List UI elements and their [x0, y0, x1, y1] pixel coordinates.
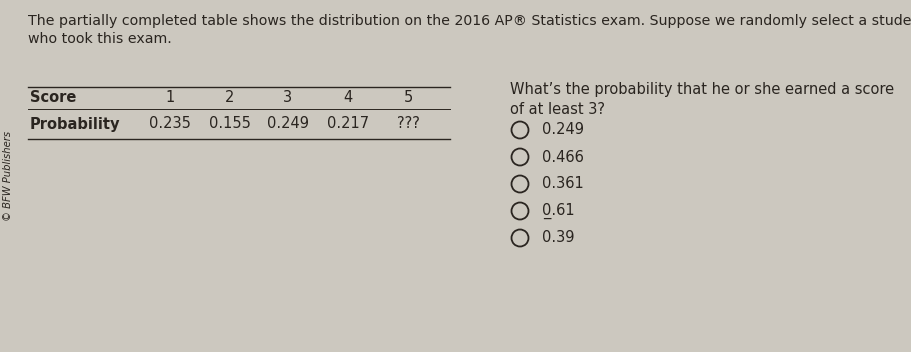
Text: 3: 3	[283, 90, 292, 106]
Text: 0.466: 0.466	[542, 150, 584, 164]
Text: 0.361: 0.361	[542, 176, 584, 191]
Text: Score: Score	[30, 90, 77, 106]
Text: 5: 5	[404, 90, 413, 106]
Text: 2: 2	[225, 90, 235, 106]
Text: © BFW Publishers: © BFW Publishers	[3, 131, 13, 221]
Text: 0.39: 0.39	[542, 231, 575, 245]
Text: 4: 4	[343, 90, 353, 106]
Text: 1: 1	[166, 90, 175, 106]
Text: ???: ???	[396, 117, 419, 132]
Text: 0.155: 0.155	[209, 117, 251, 132]
Text: The partially completed table shows the distribution on the 2016 AP® Statistics : The partially completed table shows the …	[28, 14, 911, 28]
Text: who took this exam.: who took this exam.	[28, 32, 172, 46]
Text: of at least 3?: of at least 3?	[510, 102, 605, 117]
Text: Probability: Probability	[30, 117, 120, 132]
Text: 0.235: 0.235	[149, 117, 191, 132]
Text: 0.249: 0.249	[542, 122, 584, 138]
Text: 0.249: 0.249	[267, 117, 309, 132]
Text: 0̲.61: 0̲.61	[542, 203, 575, 219]
Text: 0.217: 0.217	[327, 117, 369, 132]
Text: What’s the probability that he or she earned a score: What’s the probability that he or she ea…	[510, 82, 894, 97]
